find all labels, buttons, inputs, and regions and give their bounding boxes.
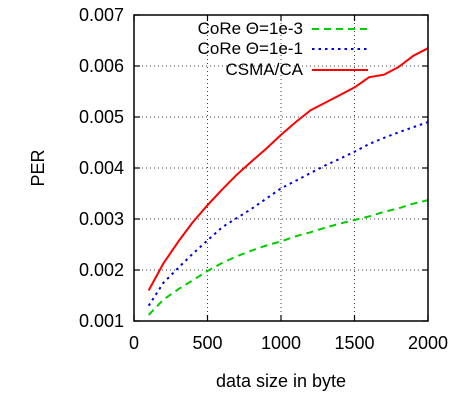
x-tick-label: 2000 [408, 333, 448, 353]
series-line [147, 199, 429, 316]
series-layer [147, 47, 429, 316]
x-tick-label: 500 [192, 333, 222, 353]
y-tick-label: 0.005 [79, 107, 124, 127]
y-tick-label: 0.002 [79, 260, 124, 280]
y-axis-title: PER [28, 149, 48, 186]
legend-label: CoRe Θ=1e-1 [198, 39, 303, 58]
y-tick-label: 0.006 [79, 56, 124, 76]
tick-labels: 0 500 1000 1500 2000 0.001 0.002 0.003 0.004 0.00… [79, 5, 448, 353]
series-line [147, 47, 429, 291]
y-tick-label: 0.007 [79, 5, 124, 25]
x-tick-label: 1500 [334, 333, 374, 353]
y-tick-label: 0.003 [79, 209, 124, 229]
series-line [147, 121, 429, 307]
y-tick-label: 0.001 [79, 311, 124, 331]
x-axis-title: data size in byte [216, 371, 346, 391]
grid [134, 15, 428, 321]
ticks [133, 14, 429, 322]
y-tick-label: 0.004 [79, 158, 124, 178]
legend-label: CoRe Θ=1e-3 [198, 19, 303, 38]
x-tick-label: 0 [129, 333, 139, 353]
legend: CoRe Θ=1e-3 CoRe Θ=1e-1 CSMA/CA [198, 19, 368, 79]
legend-label: CSMA/CA [226, 60, 304, 79]
x-tick-label: 1000 [261, 333, 301, 353]
